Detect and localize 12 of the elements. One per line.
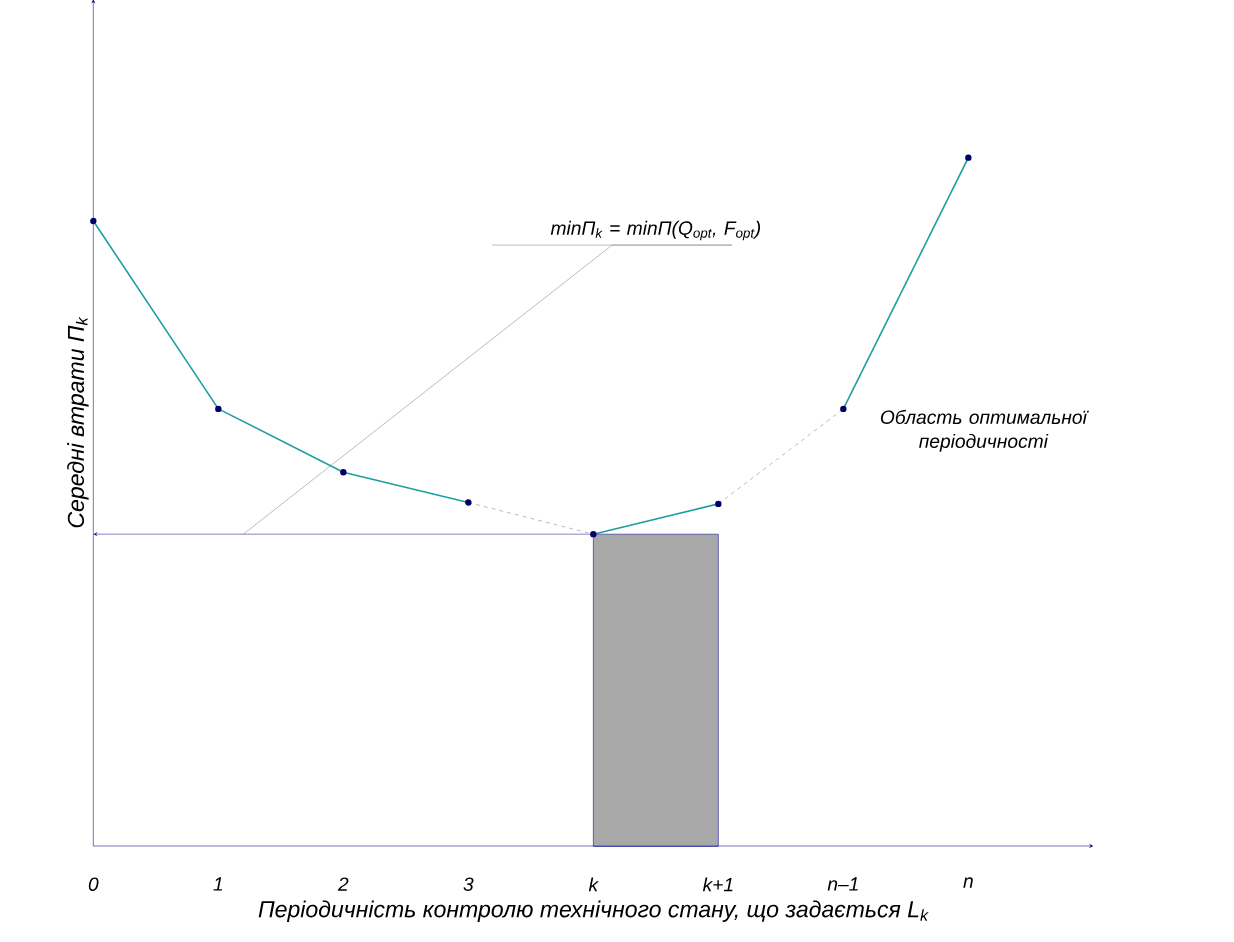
x-tick-label: n (963, 877, 973, 888)
y-axis-title: Середні втрати П$_{k}$ (67, 316, 89, 528)
x-tick-label: 0 (88, 877, 99, 891)
x-tick-label: k+1 (702, 877, 733, 892)
x-tick-label: k (588, 877, 599, 892)
annotation: Область оптимальної періодичності (880, 409, 1089, 452)
annotation: minП$_{k}$ = minП(Q$_{opt}$, F$_{opt}$) (550, 220, 761, 241)
x-axis-title: Періодичність контролю технічного стану, що задається L$_{k}$ (258, 900, 929, 922)
x-tick-label: 1 (213, 877, 223, 891)
x-tick-label: 3 (463, 877, 474, 891)
x-tick-label: 2 (337, 877, 349, 891)
x-tick-label: n–1 (827, 877, 858, 891)
